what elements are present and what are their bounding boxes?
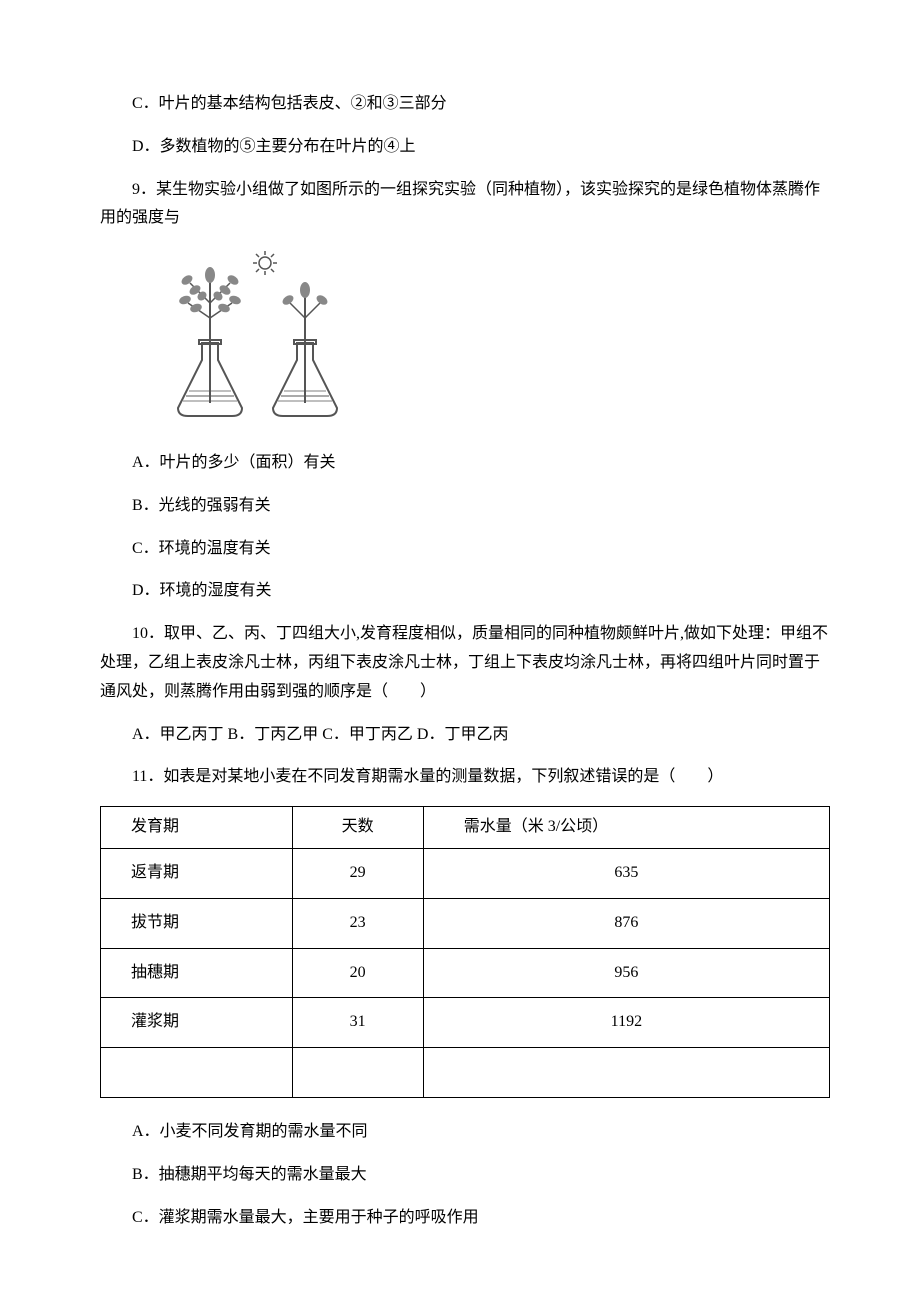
q11-option-b: B．抽穗期平均每天的需水量最大	[100, 1161, 830, 1190]
cell-period: 返青期	[101, 848, 293, 898]
q8-option-d: D．多数植物的⑤主要分布在叶片的④上	[100, 133, 830, 162]
table-row: 抽穗期 20 956	[101, 948, 830, 998]
q9-stem: 9．某生物实验小组做了如图所示的一组探究实验（同种植物），该实验探究的是绿色植物…	[100, 176, 830, 234]
water-demand-table: 发育期 天数 需水量（米 3/公顷） 返青期 29 635 拔节期 23 876…	[100, 806, 830, 1098]
q10-stem: 10．取甲、乙、丙、丁四组大小,发育程度相似，质量相同的同种植物颇鲜叶片,做如下…	[100, 620, 830, 706]
empty-cell	[423, 1048, 829, 1098]
cell-water: 876	[423, 898, 829, 948]
q10-options: A．甲乙丙丁 B．丁丙乙甲 C．甲丁丙乙 D．丁甲乙丙	[100, 721, 830, 750]
cell-period: 拔节期	[101, 898, 293, 948]
cell-period: 灌浆期	[101, 998, 293, 1048]
table-row: 灌浆期 31 1192	[101, 998, 830, 1048]
q8-option-c: C．叶片的基本结构包括表皮、②和③三部分	[100, 90, 830, 119]
header-water: 需水量（米 3/公顷）	[423, 807, 829, 849]
cell-period: 抽穗期	[101, 948, 293, 998]
q11-option-c: C．灌浆期需水量最大，主要用于种子的呼吸作用	[100, 1204, 830, 1233]
q11-stem: 11．如表是对某地小麦在不同发育期需水量的测量数据，下列叙述错误的是（ ）	[100, 763, 830, 792]
table-empty-row	[101, 1048, 830, 1098]
q9-option-b: B．光线的强弱有关	[100, 492, 830, 521]
empty-cell	[101, 1048, 293, 1098]
q9-option-c: C．环境的温度有关	[100, 535, 830, 564]
cell-water: 1192	[423, 998, 829, 1048]
cell-days: 31	[292, 998, 423, 1048]
header-period: 发育期	[101, 807, 293, 849]
experiment-figure	[160, 248, 830, 434]
cell-days: 23	[292, 898, 423, 948]
plant-left	[178, 267, 242, 416]
q9-option-d: D．环境的湿度有关	[100, 577, 830, 606]
flask-plants-svg	[160, 248, 360, 423]
header-days: 天数	[292, 807, 423, 849]
plant-right	[273, 282, 337, 416]
q9-option-a: A．叶片的多少（面积）有关	[100, 449, 830, 478]
q11-option-a: A．小麦不同发育期的需水量不同	[100, 1118, 830, 1147]
cell-days: 29	[292, 848, 423, 898]
cell-water: 956	[423, 948, 829, 998]
table-row: 返青期 29 635	[101, 848, 830, 898]
cell-water: 635	[423, 848, 829, 898]
table-row: 拔节期 23 876	[101, 898, 830, 948]
empty-cell	[292, 1048, 423, 1098]
table-header-row: 发育期 天数 需水量（米 3/公顷）	[101, 807, 830, 849]
sun-icon	[253, 251, 277, 275]
cell-days: 20	[292, 948, 423, 998]
